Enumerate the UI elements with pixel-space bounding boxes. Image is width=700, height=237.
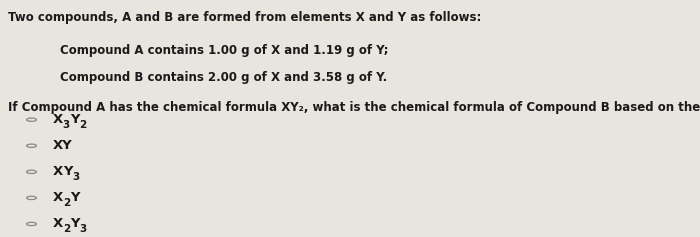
Text: Compound B contains 2.00 g of X and 3.58 g of Y.: Compound B contains 2.00 g of X and 3.58… (60, 71, 386, 84)
Text: Y: Y (70, 218, 80, 230)
Text: Y: Y (63, 165, 72, 178)
Text: If Compound A has the chemical formula XY₂, what is the chemical formula of Comp: If Compound A has the chemical formula X… (8, 101, 700, 114)
Text: X: X (52, 191, 63, 204)
Text: Y: Y (70, 191, 80, 204)
Text: 2: 2 (63, 198, 70, 208)
Text: 2: 2 (80, 120, 87, 130)
Text: 3: 3 (63, 120, 70, 130)
Text: 3: 3 (72, 172, 80, 182)
Text: Compound A contains 1.00 g of X and 1.19 g of Y;: Compound A contains 1.00 g of X and 1.19… (60, 44, 388, 57)
Text: Y: Y (70, 113, 80, 126)
Text: 2: 2 (63, 224, 70, 234)
Text: 3: 3 (80, 224, 87, 234)
Text: Two compounds, A and B are formed from elements X and Y as follows:: Two compounds, A and B are formed from e… (8, 11, 482, 24)
Text: X: X (52, 113, 63, 126)
Text: XY: XY (52, 139, 72, 152)
Text: X: X (52, 218, 63, 230)
Text: X: X (52, 165, 63, 178)
